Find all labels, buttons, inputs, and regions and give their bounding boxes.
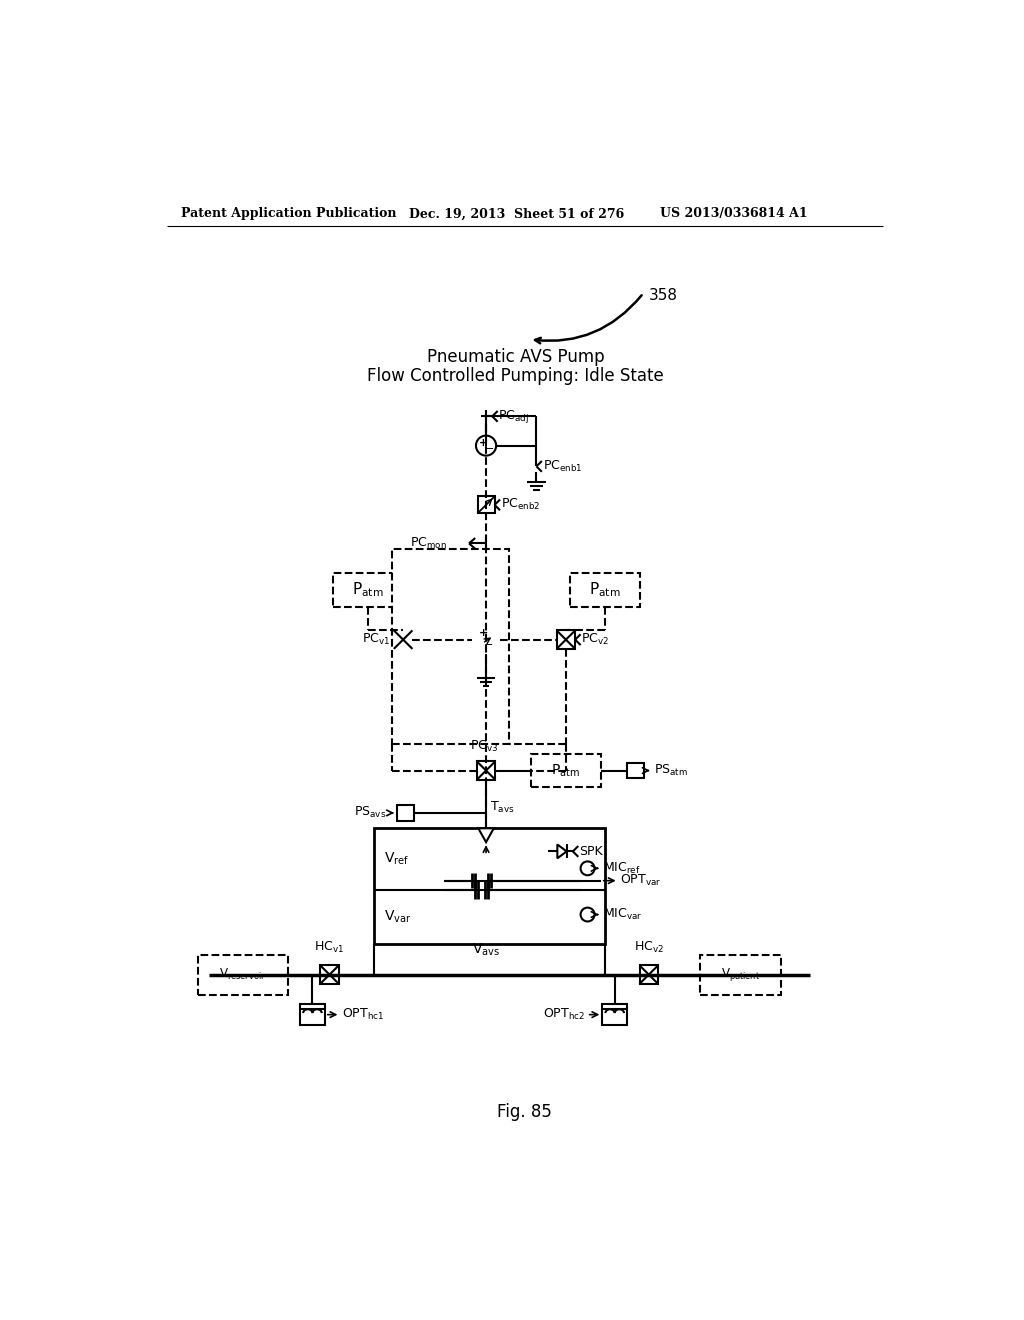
Bar: [569, 573, 640, 607]
Bar: [321, 965, 339, 983]
Text: V$_{\mathregular{reservoir}}$: V$_{\mathregular{reservoir}}$: [219, 968, 266, 982]
Bar: [477, 762, 496, 780]
Bar: [557, 631, 575, 649]
Text: OPT$_{\mathregular{var}}$: OPT$_{\mathregular{var}}$: [621, 873, 662, 888]
Circle shape: [472, 626, 500, 653]
Bar: [300, 1003, 325, 1026]
Polygon shape: [557, 845, 566, 858]
Text: OPT$_{\mathregular{hc1}}$: OPT$_{\mathregular{hc1}}$: [342, 1007, 384, 1022]
Text: Fig. 85: Fig. 85: [498, 1102, 552, 1121]
Text: OPT$_{\mathregular{hc2}}$: OPT$_{\mathregular{hc2}}$: [543, 1007, 586, 1022]
Bar: [334, 573, 403, 607]
Circle shape: [581, 862, 595, 875]
Text: PC$_{\mathregular{adj}}$: PC$_{\mathregular{adj}}$: [499, 408, 529, 425]
Text: PS$_{\mathregular{avs}}$: PS$_{\mathregular{avs}}$: [353, 805, 386, 821]
Text: P$_{\mathregular{atm}}$: P$_{\mathregular{atm}}$: [589, 581, 621, 599]
Text: PS$_{\mathregular{atm}}$: PS$_{\mathregular{atm}}$: [654, 763, 688, 777]
Text: Pneumatic AVS Pump: Pneumatic AVS Pump: [427, 348, 604, 366]
Circle shape: [476, 436, 496, 455]
Text: +: +: [478, 437, 487, 447]
Text: HC$_{\mathregular{v2}}$: HC$_{\mathregular{v2}}$: [634, 940, 664, 954]
Text: +: +: [479, 628, 488, 639]
Text: MIC$_{\mathregular{var}}$: MIC$_{\mathregular{var}}$: [603, 907, 642, 923]
Text: HC$_{\mathregular{v1}}$: HC$_{\mathregular{v1}}$: [314, 940, 345, 954]
Text: P$_{\mathregular{atm}}$: P$_{\mathregular{atm}}$: [352, 581, 384, 599]
Text: PC$_{\mathregular{enb2}}$: PC$_{\mathregular{enb2}}$: [501, 498, 541, 512]
Bar: [397, 805, 414, 821]
Bar: [627, 763, 644, 779]
Text: Dec. 19, 2013  Sheet 51 of 276: Dec. 19, 2013 Sheet 51 of 276: [409, 207, 624, 220]
Text: T$_{\mathregular{avs}}$: T$_{\mathregular{avs}}$: [489, 800, 514, 814]
Text: PC$_{\mathregular{v2}}$: PC$_{\mathregular{v2}}$: [582, 632, 609, 647]
Text: MIC$_{\mathregular{ref}}$: MIC$_{\mathregular{ref}}$: [603, 861, 641, 876]
Text: V$_{\mathregular{patient}}$: V$_{\mathregular{patient}}$: [721, 966, 760, 983]
Bar: [640, 965, 658, 983]
Text: Flow Controlled Pumping: Idle State: Flow Controlled Pumping: Idle State: [368, 367, 664, 384]
Bar: [477, 496, 495, 513]
Text: SPK: SPK: [579, 845, 603, 858]
Text: V$_{\mathregular{avs}}$: V$_{\mathregular{avs}}$: [472, 941, 500, 958]
Text: −: −: [483, 640, 494, 649]
Text: PC$_{\mathregular{v1}}$: PC$_{\mathregular{v1}}$: [362, 632, 391, 647]
Text: PC$_{\mathregular{v3}}$: PC$_{\mathregular{v3}}$: [470, 738, 499, 754]
Text: V$_{\mathregular{ref}}$: V$_{\mathregular{ref}}$: [384, 851, 409, 867]
Text: US 2013/0336814 A1: US 2013/0336814 A1: [659, 207, 807, 220]
Text: 358: 358: [649, 288, 678, 304]
Text: V$_{\mathregular{var}}$: V$_{\mathregular{var}}$: [384, 908, 411, 925]
Text: PC$_{\mathregular{mon}}$: PC$_{\mathregular{mon}}$: [411, 536, 447, 550]
Bar: [700, 954, 780, 995]
Circle shape: [581, 908, 595, 921]
Text: P$_{\mathregular{atm}}$: P$_{\mathregular{atm}}$: [551, 763, 581, 779]
Text: −: −: [484, 444, 494, 454]
Bar: [394, 631, 413, 649]
Polygon shape: [478, 829, 494, 842]
Bar: [391, 549, 509, 743]
Bar: [531, 754, 601, 788]
Bar: [198, 954, 288, 995]
Bar: [602, 1003, 627, 1026]
Bar: [375, 829, 604, 944]
Text: Patent Application Publication: Patent Application Publication: [180, 207, 396, 220]
Text: PC$_{\mathregular{enb1}}$: PC$_{\mathregular{enb1}}$: [543, 459, 583, 474]
